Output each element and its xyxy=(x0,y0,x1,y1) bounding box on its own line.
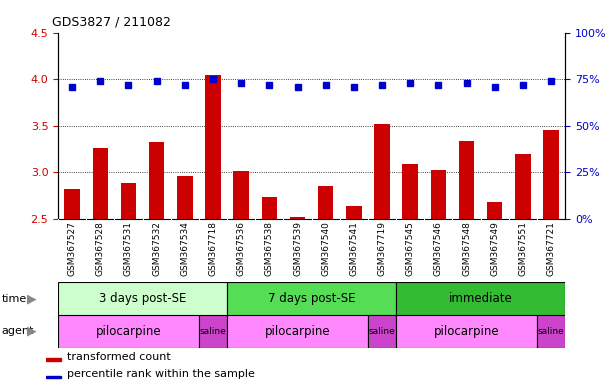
Bar xyxy=(58,282,227,315)
Text: GSM367531: GSM367531 xyxy=(124,221,133,276)
Text: GSM367527: GSM367527 xyxy=(68,221,76,276)
Text: GSM367546: GSM367546 xyxy=(434,221,443,276)
Bar xyxy=(227,315,368,348)
Text: GSM367534: GSM367534 xyxy=(180,221,189,276)
Bar xyxy=(537,315,565,348)
Bar xyxy=(543,131,559,219)
Text: immediate: immediate xyxy=(448,292,513,305)
Text: agent: agent xyxy=(2,326,34,336)
Bar xyxy=(177,176,192,219)
Bar xyxy=(92,148,108,219)
Bar xyxy=(290,217,306,219)
Bar xyxy=(431,169,446,219)
Bar xyxy=(396,315,537,348)
Text: saline: saline xyxy=(538,327,565,336)
Bar xyxy=(233,171,249,219)
Text: GSM367545: GSM367545 xyxy=(406,221,415,276)
Text: GSM367528: GSM367528 xyxy=(96,221,105,276)
Text: pilocarpine: pilocarpine xyxy=(434,325,499,338)
Text: ▶: ▶ xyxy=(27,292,37,305)
Text: GSM367538: GSM367538 xyxy=(265,221,274,276)
Text: pilocarpine: pilocarpine xyxy=(96,325,161,338)
Text: transformed count: transformed count xyxy=(67,352,170,362)
Bar xyxy=(346,206,362,219)
Text: saline: saline xyxy=(200,327,227,336)
Bar xyxy=(149,142,164,219)
Text: pilocarpine: pilocarpine xyxy=(265,325,331,338)
Text: GSM367718: GSM367718 xyxy=(208,221,218,276)
Bar xyxy=(121,184,136,219)
Bar xyxy=(64,189,80,219)
Bar xyxy=(318,186,334,219)
Bar xyxy=(375,124,390,219)
Bar xyxy=(459,141,474,219)
Bar xyxy=(515,154,531,219)
Bar xyxy=(396,282,565,315)
Text: GSM367719: GSM367719 xyxy=(378,221,387,276)
Bar xyxy=(403,164,418,219)
Text: GSM367721: GSM367721 xyxy=(547,221,555,276)
Bar xyxy=(262,197,277,219)
Text: ▶: ▶ xyxy=(27,325,37,338)
Text: GSM367548: GSM367548 xyxy=(462,221,471,276)
Text: GSM367540: GSM367540 xyxy=(321,221,330,276)
Text: GSM367551: GSM367551 xyxy=(518,221,527,276)
Text: 3 days post-SE: 3 days post-SE xyxy=(99,292,186,305)
Bar xyxy=(227,282,396,315)
Bar xyxy=(487,202,502,219)
Text: GSM367536: GSM367536 xyxy=(236,221,246,276)
Text: saline: saline xyxy=(368,327,395,336)
Text: time: time xyxy=(2,293,27,304)
Bar xyxy=(58,315,199,348)
Text: GSM367532: GSM367532 xyxy=(152,221,161,276)
Text: 7 days post-SE: 7 days post-SE xyxy=(268,292,356,305)
Bar xyxy=(46,376,61,378)
Text: percentile rank within the sample: percentile rank within the sample xyxy=(67,369,254,379)
Text: GDS3827 / 211082: GDS3827 / 211082 xyxy=(52,16,171,29)
Text: GSM367549: GSM367549 xyxy=(490,221,499,276)
Text: GSM367539: GSM367539 xyxy=(293,221,302,276)
Bar xyxy=(46,359,61,361)
Text: GSM367541: GSM367541 xyxy=(349,221,359,276)
Bar xyxy=(368,315,396,348)
Bar xyxy=(205,76,221,219)
Bar xyxy=(199,315,227,348)
